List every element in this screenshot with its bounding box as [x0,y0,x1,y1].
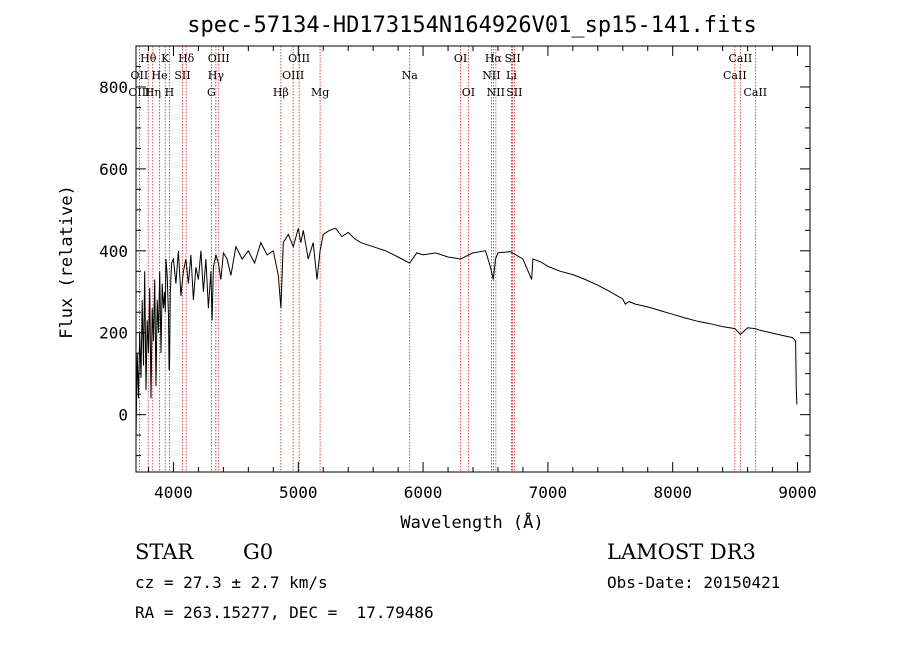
spectral-line-label: Hδ [178,52,195,65]
spectral-line-label: Hα [485,52,503,65]
x-tick-label: 5000 [279,483,318,502]
spectral-line-label: K [161,52,170,65]
spectral-line-label: H [165,86,175,99]
survey-name: LAMOST DR3 [607,540,756,564]
spectral-line-label: OI [462,86,475,99]
x-tick-label: 9000 [778,483,817,502]
x-tick-label: 8000 [653,483,692,502]
coordinates: RA = 263.15277, DEC = 17.79486 [135,603,434,622]
obs-date: Obs-Date: 20150421 [607,573,781,592]
spectral-line-label: SII [174,69,190,82]
object-subclass: G0 [243,540,274,564]
y-axis-ticks: 0 200 400 600 800 [99,45,810,457]
x-tick-label: 4000 [154,483,193,502]
spectral-line-label: Hβ [273,86,289,99]
x-axis-ticks: 4000 5000 6000 7000 8000 9000 [147,46,817,502]
spectral-line-label: He [152,69,168,82]
y-tick-label: 600 [99,160,128,179]
spectral-line-label: Hη [145,86,161,99]
spectral-line-label: Hγ [208,69,225,82]
spectral-line-label: OIII [208,52,230,65]
y-tick-label: 200 [99,324,128,343]
spectral-line-label: Hθ [140,52,157,65]
x-axis-label: Wavelength (Å) [400,511,543,533]
spectral-line-label: OIII [282,69,304,82]
redshift-readout: cz = 27.3 ± 2.7 km/s [135,573,328,592]
spectral-line-label: CaII [723,69,747,82]
spectral-line-markers [138,46,756,472]
spectral-line-label: Li [506,69,517,82]
spectral-line-label: Na [402,69,419,82]
y-tick-label: 0 [118,406,128,425]
spectral-line-label: OIII [288,52,310,65]
spectral-line-label: Mg [311,86,329,99]
y-axis-label: Flux (relative) [57,185,77,339]
chart-title: spec-57134-HD173154N164926V01_sp15-141.f… [187,13,757,38]
spectral-line-label: OII [131,69,149,82]
spectral-line-label: OI [454,52,467,65]
spectral-line-label: SII [506,86,522,99]
plot-frame [135,45,811,473]
spectral-line-label: G [207,86,216,99]
plot-area [135,227,798,440]
x-tick-label: 6000 [404,483,443,502]
spectral-line-label: NII [487,86,505,99]
spectral-line-label: NII [482,69,500,82]
spectral-line-label: OIII [128,86,150,99]
flux-series-line [135,227,798,440]
y-tick-label: 800 [99,78,128,97]
spectral-line-label: CaII [743,86,767,99]
object-class: STAR [135,540,194,564]
spectral-line-label: CaII [729,52,753,65]
x-tick-label: 7000 [529,483,568,502]
y-tick-label: 400 [99,242,128,261]
spectral-line-label: SII [504,52,520,65]
